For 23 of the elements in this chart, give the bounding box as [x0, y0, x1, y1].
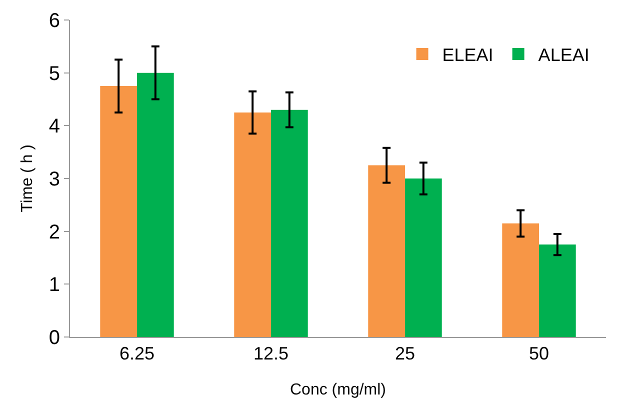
bar: [539, 244, 576, 337]
y-tick-label: 4: [48, 116, 60, 138]
y-tick-label: 1: [48, 274, 60, 296]
legend-label: ALEAI: [538, 45, 590, 66]
y-tick-label: 6: [48, 10, 60, 32]
bar: [234, 112, 271, 337]
x-tick-label: 12.5: [253, 344, 289, 364]
bar: [368, 165, 405, 337]
y-axis-title: Time ( h ): [18, 144, 36, 212]
bar: [405, 178, 442, 337]
x-tick-label: 25: [394, 344, 416, 364]
bar: [137, 72, 174, 337]
x-tick-label: 6.25: [119, 344, 155, 364]
y-tick-label: 3: [48, 168, 60, 190]
y-tick-label: 0: [48, 327, 60, 349]
y-tick-label: 5: [48, 62, 60, 85]
bar: [271, 110, 308, 337]
y-tick-label: 2: [48, 221, 60, 244]
legend-label: ELEAI: [442, 45, 494, 66]
bar: [502, 223, 539, 337]
bar: [100, 86, 137, 337]
x-axis-title: Conc (mg/ml): [290, 381, 386, 398]
x-tick-label: 50: [528, 344, 550, 364]
